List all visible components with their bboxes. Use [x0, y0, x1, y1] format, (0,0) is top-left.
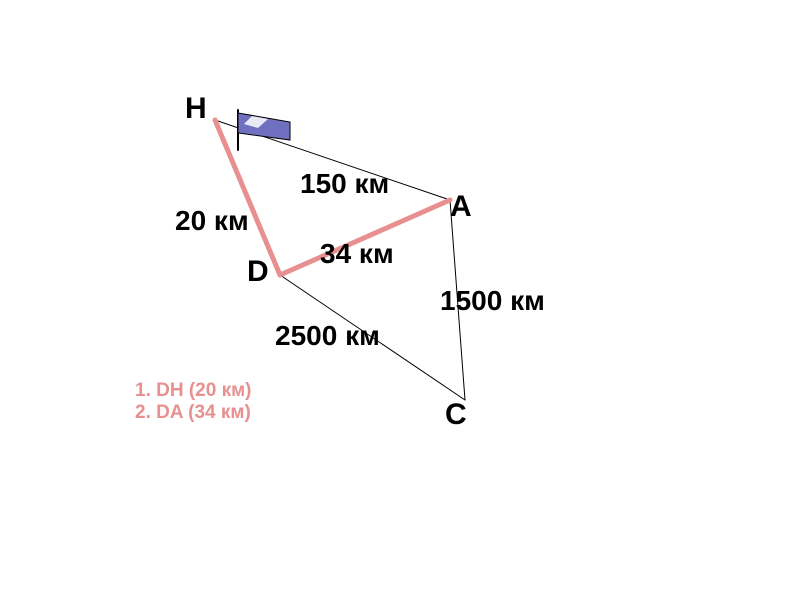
node-label-A: A: [450, 190, 472, 224]
flag-icon: [238, 110, 290, 150]
answer-line-2: 2. DA (34 км): [135, 402, 251, 424]
flag-body: [238, 113, 290, 140]
node-label-C: C: [445, 398, 467, 432]
diagram-canvas: 20 км 34 км 150 км 1500 км 2500 км H A D C 1. DH …: [0, 0, 800, 600]
edge-D-H: [215, 120, 280, 275]
edge-label-D-H: 20 км: [175, 205, 249, 237]
node-label-H: H: [185, 92, 207, 126]
answer-line-1: 1. DH (20 км): [135, 380, 251, 402]
edge-label-A-C: 1500 км: [440, 285, 545, 317]
edge-label-D-A: 34 км: [320, 238, 394, 270]
edge-label-H-A: 150 км: [300, 168, 389, 200]
edge-label-D-C: 2500 км: [275, 320, 380, 352]
diagram-svg: [0, 0, 800, 600]
node-label-D: D: [247, 255, 269, 289]
